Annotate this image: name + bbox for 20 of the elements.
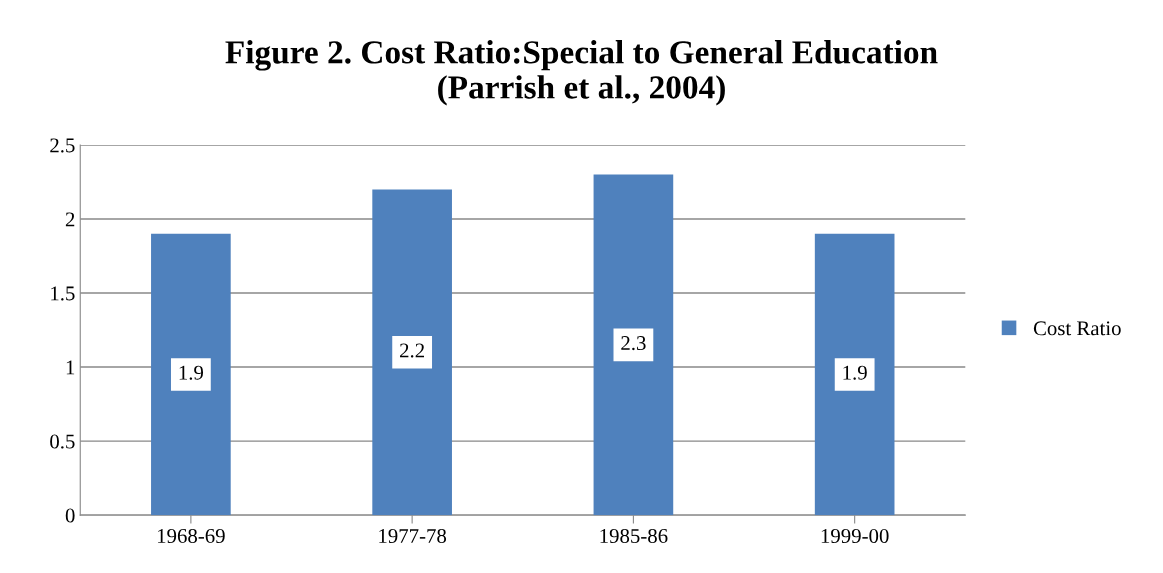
bar [151, 233, 231, 516]
y-tick-label: 2.5 [50, 138, 75, 153]
data-label: 1.9 [843, 365, 867, 380]
data-label: 2.3 [621, 336, 646, 351]
y-tick-label: 2 [65, 212, 75, 227]
chart-title: Figure 2. Cost Ratio:Special to General Education (Parrish et al., 2004) [225, 40, 938, 106]
y-tick-label: 1.5 [51, 286, 75, 301]
y-tick-label: 0.5 [50, 434, 75, 449]
legend-label: Cost Ratio [1033, 321, 1121, 336]
bar [372, 189, 452, 516]
x-tick-label: 1968-69 [157, 528, 225, 543]
x-tick-label: 1999-00 [821, 528, 889, 543]
data-label: 1.9 [179, 365, 204, 380]
data-label: 2.2 [400, 343, 425, 358]
y-tick-label: 1 [66, 360, 75, 375]
y-tick-label: 0 [65, 508, 75, 523]
bar [593, 174, 674, 516]
x-tick-label: 1977-78 [379, 528, 447, 543]
x-tick-label: 1985-86 [600, 528, 668, 543]
bar [814, 233, 895, 516]
